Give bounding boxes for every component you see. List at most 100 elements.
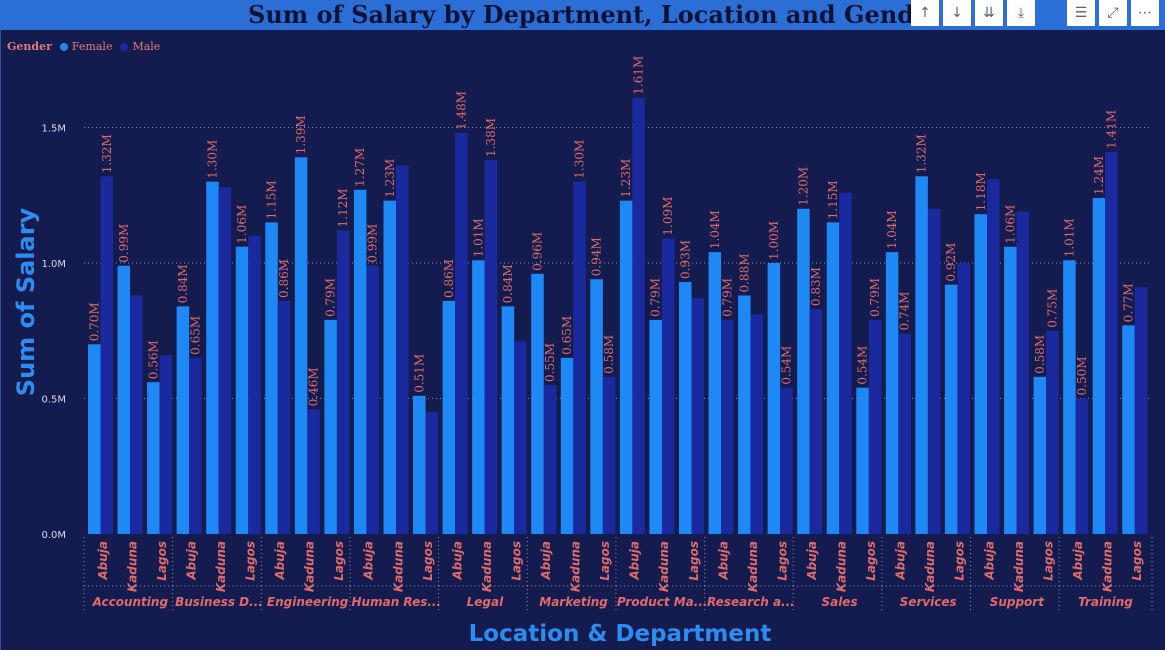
data-label: 0.79M <box>720 278 734 317</box>
bar-female <box>1004 246 1017 535</box>
x-tick-label-location: Kaduna <box>391 541 405 592</box>
x-tick-label-location: Lagos <box>687 541 701 581</box>
chart-frame <box>0 30 1165 650</box>
bar-female <box>531 273 544 534</box>
x-tick-label-location: Kaduna <box>480 541 494 592</box>
data-label: 1.15M <box>265 180 279 219</box>
data-label: 0.46M <box>307 367 321 406</box>
bar-male <box>248 235 261 534</box>
bar-male <box>957 263 970 534</box>
bar-male <box>839 192 852 535</box>
bar-male <box>927 208 941 535</box>
y-tick-label: 0.5M <box>41 395 66 406</box>
arrow-down-icon[interactable]: ↓ <box>943 0 971 26</box>
x-tick-label-location: Abuja <box>539 541 553 581</box>
x-tick-label-department: Marketing <box>539 595 608 609</box>
x-tick-label-location: Kaduna <box>657 541 671 592</box>
legend-title: Gender <box>7 40 52 53</box>
bar-female <box>560 357 574 534</box>
legend-female-label[interactable]: Female <box>71 40 113 53</box>
bar-male <box>868 319 882 534</box>
data-label: 1.38M <box>484 118 498 157</box>
bar-male <box>455 132 468 535</box>
bar-male <box>543 384 557 534</box>
data-label: 1.23M <box>619 159 633 198</box>
bar-male <box>1016 211 1030 534</box>
chart-title: Sum of Salary by Department, Location an… <box>248 0 942 29</box>
data-label: 1.04M <box>708 210 722 249</box>
data-label: 0.54M <box>856 346 870 385</box>
bar-female <box>1063 260 1076 534</box>
visual-header-toolbar: ↑ ↓ ⇊ ⤓ ☰ ⤢ ⋯ <box>911 0 1165 28</box>
x-tick-label-location: Lagos <box>864 541 878 581</box>
x-tick-label-location: Lagos <box>1041 541 1055 581</box>
data-label: 0.88M <box>737 254 751 293</box>
data-label: 0.99M <box>366 224 380 263</box>
bar-male <box>484 160 498 534</box>
bar-male <box>632 97 645 534</box>
x-tick-label-location: Kaduna <box>1012 541 1026 592</box>
x-tick-label-location: Kaduna <box>214 541 228 592</box>
expand-hierarchy-icon[interactable]: ⤓ <box>1007 0 1035 26</box>
bar-male <box>514 341 527 534</box>
bar-female <box>826 222 840 534</box>
bar-female <box>679 281 692 534</box>
data-label: 1.09M <box>661 197 675 236</box>
bar-female <box>767 263 781 534</box>
y-tick-label: 1.5M <box>41 124 66 135</box>
bar-male <box>750 314 764 534</box>
bar-male <box>573 181 586 534</box>
arrow-up-icon[interactable]: ↑ <box>911 0 939 26</box>
x-tick-label-location: Lagos <box>421 541 435 581</box>
data-label: 0.77M <box>1122 283 1136 322</box>
data-label: 1.20M <box>796 167 810 206</box>
x-tick-label-department: Product Ma... <box>617 595 707 609</box>
bar-male <box>691 298 704 534</box>
data-label: 1.15M <box>826 180 840 219</box>
bar-male <box>809 309 823 534</box>
bar-female <box>708 252 722 534</box>
bar-female <box>590 279 603 534</box>
bar-male <box>721 319 734 534</box>
x-tick-label-location: Kaduna <box>835 541 849 592</box>
x-axis-title: Location & Department <box>469 621 772 647</box>
bar-male <box>277 300 291 534</box>
bar-female <box>353 189 367 534</box>
x-tick-label-location: Abuja <box>362 541 376 581</box>
x-tick-label-department: Support <box>990 595 1046 609</box>
bar-female <box>501 306 515 534</box>
data-label: 0.84M <box>176 264 190 303</box>
bar-female <box>1122 325 1135 534</box>
data-label: 1.48M <box>454 91 468 130</box>
focus-mode-icon[interactable]: ⤢ <box>1099 0 1127 26</box>
legend-male-marker <box>120 42 129 51</box>
bar-male <box>130 295 143 534</box>
bar-female <box>885 252 899 534</box>
data-label: 1.30M <box>205 140 219 179</box>
data-label: 1.41M <box>1104 110 1118 149</box>
data-label: 0.55M <box>543 343 557 382</box>
x-tick-label-department: Training <box>1078 595 1133 609</box>
bar-female <box>206 181 219 534</box>
x-tick-label-location: Abuja <box>628 541 642 581</box>
data-label: 0.84M <box>501 264 515 303</box>
bar-male <box>307 409 320 534</box>
bar-male <box>336 230 350 535</box>
data-label: 1.24M <box>1092 156 1106 195</box>
data-label: 1.06M <box>235 205 249 244</box>
x-tick-label-location: Kaduna <box>746 541 760 592</box>
bar-male <box>100 176 113 534</box>
legend-male-label[interactable]: Male <box>132 40 161 53</box>
more-options-icon[interactable]: ⋯ <box>1131 0 1159 26</box>
double-arrow-down-icon[interactable]: ⇊ <box>975 0 1003 26</box>
data-label: 0.74M <box>898 291 912 330</box>
bar-male <box>1134 287 1148 534</box>
x-tick-label-location: Lagos <box>953 541 967 581</box>
filter-icon[interactable]: ☰ <box>1067 0 1095 26</box>
data-label: 1.32M <box>100 134 114 173</box>
x-tick-label-location: Kaduna <box>303 541 317 592</box>
bar-male <box>189 357 202 534</box>
x-tick-label-location: Kaduna <box>125 541 139 592</box>
data-label: 0.56M <box>146 340 160 379</box>
